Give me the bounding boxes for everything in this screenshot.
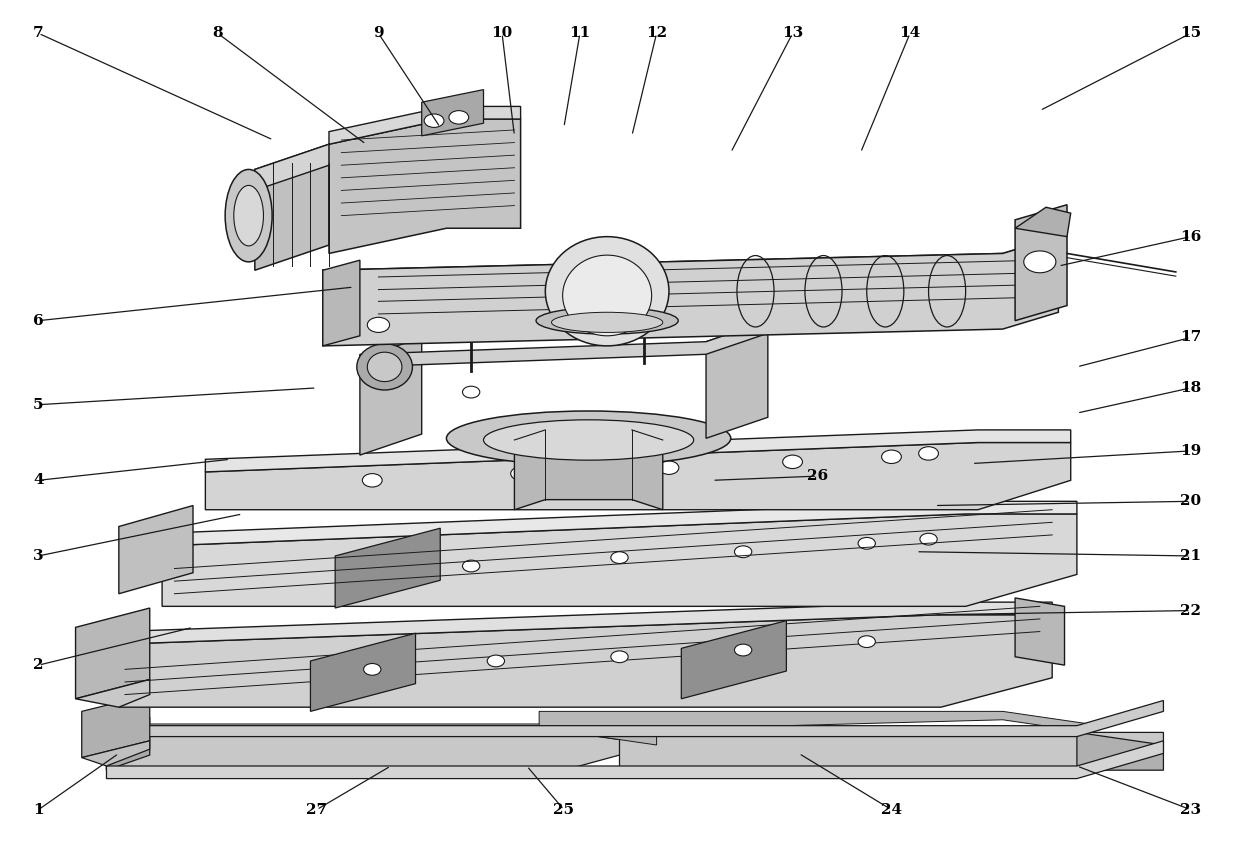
Polygon shape [206,443,1070,510]
Polygon shape [107,717,150,771]
Circle shape [339,566,356,578]
Polygon shape [311,633,415,711]
Polygon shape [119,602,1052,644]
Polygon shape [330,106,520,144]
Text: 26: 26 [807,469,828,483]
Circle shape [363,663,380,675]
Text: 27: 27 [306,803,327,817]
Polygon shape [162,502,1077,546]
Circle shape [859,538,876,549]
Circle shape [462,386,479,398]
Text: 12: 12 [646,26,667,40]
Circle shape [510,467,530,481]
Circle shape [367,317,389,332]
Text: 25: 25 [554,803,575,817]
Polygon shape [1015,205,1067,320]
Text: 19: 19 [1180,444,1202,458]
Text: 13: 13 [782,26,803,40]
Circle shape [783,455,803,469]
Polygon shape [706,320,768,438]
Ellipse shape [536,307,678,334]
Ellipse shape [563,255,652,336]
Text: 21: 21 [1180,549,1201,563]
Polygon shape [119,506,193,593]
Circle shape [659,461,679,475]
Polygon shape [323,237,1058,287]
Polygon shape [76,679,150,707]
Circle shape [611,651,628,663]
Circle shape [611,551,628,563]
Circle shape [362,474,382,487]
Text: 20: 20 [1180,494,1201,508]
Ellipse shape [545,237,669,346]
Polygon shape [82,695,150,758]
Ellipse shape [551,312,663,332]
Circle shape [918,447,938,460]
Polygon shape [162,514,1077,606]
Ellipse shape [446,411,731,465]
Polygon shape [76,608,150,699]
Polygon shape [539,711,1089,733]
Text: 10: 10 [492,26,513,40]
Polygon shape [107,733,657,771]
Polygon shape [1015,207,1070,237]
Text: 16: 16 [1180,229,1202,244]
Text: 22: 22 [1180,604,1201,618]
Circle shape [735,546,752,557]
Polygon shape [570,720,657,745]
Text: 4: 4 [33,473,43,487]
Polygon shape [681,620,787,699]
Text: 17: 17 [1180,330,1202,345]
Text: 8: 8 [212,26,223,40]
Polygon shape [119,615,1052,707]
Text: 15: 15 [1180,26,1201,40]
Polygon shape [255,136,384,191]
Circle shape [859,636,876,647]
Polygon shape [514,430,663,510]
Circle shape [424,114,444,127]
Circle shape [449,110,468,124]
Polygon shape [82,741,150,766]
Text: 9: 9 [373,26,384,40]
Ellipse shape [483,420,694,460]
Polygon shape [620,733,1163,771]
Text: 5: 5 [33,398,43,411]
Polygon shape [336,529,440,608]
Polygon shape [323,237,1058,346]
Text: 7: 7 [33,26,43,40]
Ellipse shape [357,344,413,390]
Polygon shape [359,320,768,367]
Text: 1: 1 [33,803,43,817]
Polygon shape [206,430,1070,472]
Text: 14: 14 [900,26,921,40]
Polygon shape [107,701,1163,737]
Text: 23: 23 [1180,803,1201,817]
Text: 18: 18 [1180,381,1202,395]
Circle shape [882,450,901,464]
Polygon shape [323,260,359,346]
Ellipse shape [225,169,273,262]
Circle shape [487,655,504,667]
Ellipse shape [234,185,264,246]
Text: 3: 3 [33,549,43,563]
Text: 24: 24 [881,803,902,817]
Polygon shape [1077,733,1163,771]
Circle shape [919,534,937,545]
Polygon shape [421,89,483,136]
Circle shape [462,560,479,572]
Polygon shape [255,144,330,271]
Polygon shape [330,119,520,254]
Polygon shape [359,337,421,455]
Text: 6: 6 [33,314,43,328]
Circle shape [1023,251,1056,273]
Ellipse shape [367,352,401,382]
Text: 2: 2 [33,658,43,672]
Polygon shape [107,741,1163,779]
Text: 11: 11 [569,26,591,40]
Circle shape [735,644,752,656]
Polygon shape [1015,598,1064,665]
Polygon shape [107,724,657,745]
